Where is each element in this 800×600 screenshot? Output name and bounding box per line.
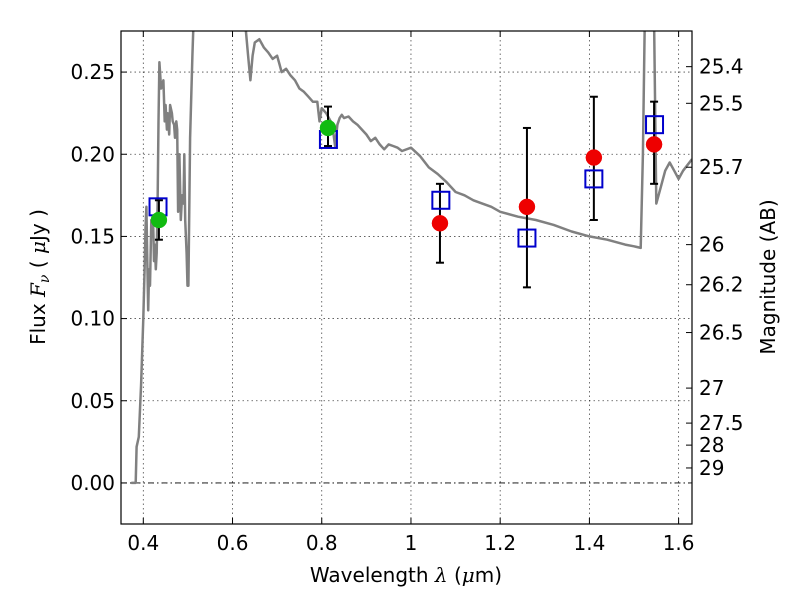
optical-photometry-point xyxy=(319,119,337,137)
magnitude-tick-label: 27.5 xyxy=(699,411,744,435)
model-spectrum-line xyxy=(131,31,692,485)
model-photometry-square xyxy=(645,115,665,135)
magnitude-tick-label: 27 xyxy=(699,376,724,400)
plot-frame xyxy=(120,30,693,525)
magnitude-tick-label: 25.4 xyxy=(699,55,744,79)
x-tick-label: 0.6 xyxy=(217,531,249,555)
x-tick-label: 1 xyxy=(405,531,418,555)
magnitude-tick-label: 26.2 xyxy=(699,273,744,297)
y-tick-label: 0.20 xyxy=(70,142,115,166)
data-markers xyxy=(148,115,665,248)
infrared-photometry-point xyxy=(645,136,663,153)
x-tick-label: 0.4 xyxy=(127,531,159,555)
magnitude-tick-label: 25.5 xyxy=(699,91,744,115)
infrared-photometry-point xyxy=(518,198,536,216)
magnitude-tick-label: 26 xyxy=(699,233,724,257)
model-photometry-square xyxy=(431,190,451,210)
x-tick-label: 1.4 xyxy=(573,531,605,555)
magnitude-tick-label: 25.7 xyxy=(699,155,744,179)
x-axis-tick-labels: 0.4 0.6 0.8 1 1.2 1.4 1.6 xyxy=(127,531,694,555)
y-axis-tick-labels: 0.00 0.05 0.10 0.15 0.20 0.25 xyxy=(70,60,115,495)
model-photometry-square xyxy=(517,228,537,248)
infrared-photometry-point xyxy=(585,149,603,166)
y-tick-label: 0.10 xyxy=(70,307,115,331)
magnitude-tick-label: 29 xyxy=(699,456,724,480)
y-tick-label: 0.05 xyxy=(70,389,115,413)
axis-ticks xyxy=(121,31,692,524)
model-photometry-square xyxy=(584,169,604,189)
grid xyxy=(121,31,692,524)
x-axis-title: Wavelength λ (μm) xyxy=(310,563,502,587)
x-tick-label: 1.6 xyxy=(663,531,695,555)
y-tick-label: 0.15 xyxy=(70,224,115,248)
y-tick-label: 0.00 xyxy=(70,471,115,495)
x-tick-label: 1.2 xyxy=(484,531,516,555)
y-axis-title: Flux Fν ( μJy ) xyxy=(26,209,53,345)
optical-photometry-point xyxy=(150,211,168,229)
magnitude-tick-label: 26.5 xyxy=(699,321,744,345)
plot-area xyxy=(131,31,692,485)
y-tick-label: 0.25 xyxy=(70,60,115,84)
infrared-photometry-point xyxy=(431,215,449,232)
magnitude-tick-label: 28 xyxy=(699,433,724,457)
x-tick-label: 0.8 xyxy=(306,531,338,555)
magnitude-axis-title: Magnitude (AB) xyxy=(756,199,780,354)
